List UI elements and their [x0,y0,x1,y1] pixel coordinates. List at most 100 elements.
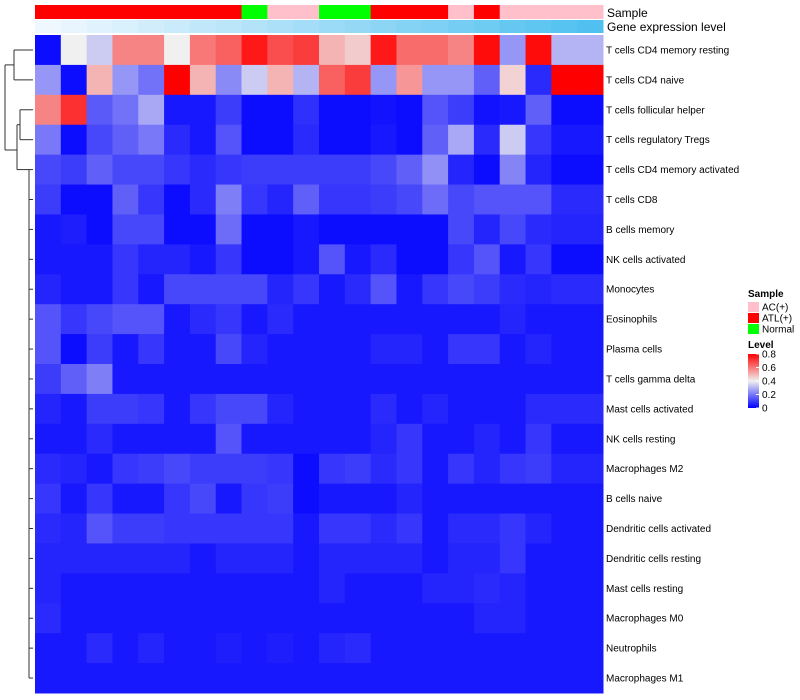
heatmap-cell [138,573,165,604]
heatmap-cell [164,633,191,664]
heatmap-cell [267,633,294,664]
heatmap-cell [551,124,578,156]
heatmap-cell [422,663,449,694]
heatmap-cell [551,423,578,455]
heatmap-cell [525,393,552,425]
heatmap-cell [525,64,552,96]
heatmap-cell [293,184,320,215]
heatmap-cell [112,663,139,694]
heatmap-cell [422,453,449,485]
sample-annotation-cell [422,5,449,19]
heatmap-cell [473,663,501,694]
heatmap-cell [138,334,165,365]
heatmap-cell [422,35,449,66]
level-legend-ticks: 0.8 0.6 0.4 0.2 0 [756,350,776,415]
row-label: T cells CD8 [606,195,658,206]
heatmap-cell [473,274,501,305]
heatmap-cell [35,244,62,275]
heatmap-cell [344,633,372,664]
heatmap-cell [499,573,527,604]
heatmap-cell [370,603,397,634]
heatmap-cell [293,214,320,245]
heatmap-cell [319,304,346,335]
heatmap-cell [448,633,475,664]
heatmap-cell [473,304,501,335]
heatmap-cell [138,663,165,694]
heatmap-cell [267,214,294,245]
heatmap-cell [241,393,268,425]
heatmap-cell [448,214,475,245]
heatmap-cell [112,334,139,365]
heatmap-cell [293,483,320,515]
heatmap-cell [551,364,578,395]
heatmap-cell [86,453,113,485]
sample-annotation-cell [551,5,578,19]
heatmap-cell [35,573,62,604]
heatmap-cell [499,543,527,574]
heatmap-cell [422,543,449,574]
heatmap-cell [370,364,397,395]
heatmap-cell [370,94,397,126]
heatmap-cell [319,423,346,455]
heatmap-cell [241,423,268,455]
heatmap-cell [189,184,217,215]
heatmap-cell [241,573,268,604]
heatmap-cell [396,274,423,305]
heatmap-cell [577,274,604,305]
heatmap-cell [396,304,423,335]
heatmap-cell [370,304,397,335]
heatmap-cell [577,184,604,215]
heatmap-cell [267,304,294,335]
heatmap-cell [35,64,62,96]
heatmap-cell [473,423,501,455]
heatmap-cell [241,94,268,126]
heatmap-cell [112,304,139,335]
heatmap-cell [138,423,165,455]
heatmap-cell [60,663,88,694]
row-labels: T cells CD4 memory resting T cells CD4 na… [606,45,739,684]
heatmap-cell [422,214,449,245]
heatmap-cell [86,393,113,425]
heatmap-cell [422,64,449,96]
heatmap-cell [319,154,346,186]
heatmap-cell [473,453,501,485]
gene-annotation-cell [448,20,475,33]
heatmap-cell [164,453,191,485]
heatmap-cell [86,304,113,335]
heatmap-cell [370,453,397,485]
row-label: Macrophages M0 [606,614,684,625]
gene-annotation-cell [164,20,191,33]
heatmap-cell [396,214,423,245]
heatmap-cell [422,423,449,455]
gene-annotation-cell [319,20,346,33]
heatmap-cell [293,64,320,96]
heatmap-cell [112,124,139,156]
heatmap-cell [396,154,423,186]
heatmap-cell [189,244,217,275]
heatmap-cell [473,633,501,664]
heatmap-cell [448,663,475,694]
heatmap-cell [60,35,88,66]
heatmap-cell [86,483,113,515]
heatmap-cell [448,453,475,485]
heatmap-cell [422,513,449,544]
heatmap-cell [215,633,243,664]
row-label: T cells CD4 memory activated [606,165,739,176]
heatmap-cell [448,244,475,275]
row-label: B cells memory [606,225,674,236]
heatmap-cell [241,543,268,574]
gene-annotation-cell [499,20,527,33]
heatmap-cell [396,244,423,275]
heatmap-cell [241,124,268,156]
heatmap-cell [189,513,217,544]
heatmap-cell [473,94,501,126]
level-tick-label: 0.4 [762,377,776,388]
heatmap-cell [370,184,397,215]
heatmap-cell [577,423,604,455]
heatmap-cell [499,603,527,634]
heatmap-cell [215,64,243,96]
row-label: Mast cells activated [606,404,693,415]
heatmap-cell [164,364,191,395]
heatmap-cell [164,603,191,634]
sample-annotation-cell [525,5,552,19]
